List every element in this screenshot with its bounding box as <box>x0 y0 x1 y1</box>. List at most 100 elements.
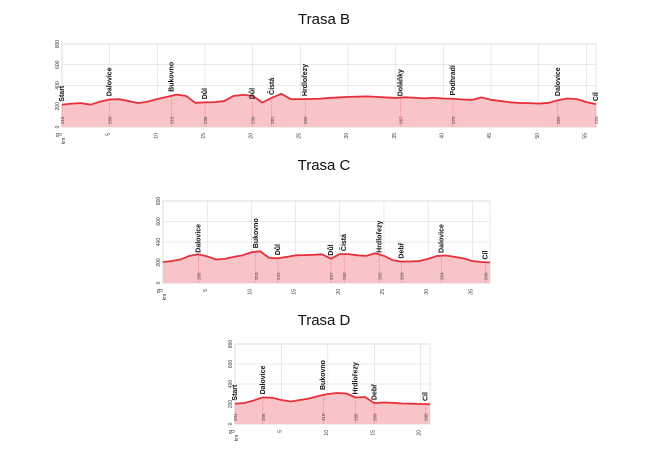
x-tick-label: 35 <box>468 289 474 295</box>
place-label: Čistá <box>267 78 276 95</box>
y-unit-label: m <box>55 133 61 137</box>
altitude-label: 310 <box>170 116 175 124</box>
y-tick-label: 200 <box>228 400 234 409</box>
x-unit-label: km <box>61 138 67 145</box>
altitude-label: 265 <box>378 272 383 280</box>
y-tick-label: 800 <box>55 40 61 49</box>
y-tick-label: 0 <box>156 281 162 284</box>
altitude-label: 282 <box>342 272 347 280</box>
y-tick-label: 600 <box>156 217 162 226</box>
elevation-line <box>234 392 431 406</box>
altitude-label: 209 <box>372 413 377 421</box>
place-label: Hrdlořezy <box>302 64 309 96</box>
x-unit-label: km <box>234 435 240 442</box>
x-tick-label: 10 <box>247 289 253 295</box>
altitude-label: 266 <box>196 272 201 280</box>
x-tick-label: 40 <box>439 133 445 139</box>
y-tick-label: 200 <box>156 258 162 267</box>
x-tick-label: 45 <box>487 133 493 139</box>
y-tick-label: 600 <box>228 360 234 369</box>
chart-title-b: Trasa B <box>298 11 350 28</box>
y-tick-label: 0 <box>228 422 234 425</box>
x-tick-label: 10 <box>324 430 330 436</box>
altitude-label: 238 <box>203 116 208 124</box>
x-tick-label: 25 <box>380 289 386 295</box>
elevation-profile-c: 0 200 400 600 800 mkm 0 5 10 15 20 25 30 35 Dalovice 26… <box>156 197 491 301</box>
place-label: Bukovno <box>169 62 176 92</box>
place-label: Start <box>59 85 66 102</box>
elevation-line <box>162 250 491 264</box>
place-label: Důl <box>327 244 335 255</box>
x-tick-label: 55 <box>582 133 588 139</box>
y-tick-label: 600 <box>55 60 61 69</box>
altitude-label: 220 <box>594 116 599 124</box>
altitude-label: 215 <box>60 116 65 124</box>
altitude-label: 281 <box>270 116 275 124</box>
altitude-label: 209 <box>400 272 405 280</box>
x-tick-label: 15 <box>370 430 376 436</box>
altitude-label: 200 <box>423 413 428 421</box>
place-label: Důl <box>274 244 282 255</box>
elevation-area <box>163 251 490 283</box>
x-tick-label: 20 <box>249 133 255 139</box>
x-tick-label: 10 <box>153 133 159 139</box>
elevation-profile-b: 0 200 400 600 800 mkm 0 5 10 15 20 25 30 35 40 45 50 55 St… <box>55 40 600 145</box>
place-label: Debř <box>399 242 406 258</box>
x-tick-label: 30 <box>344 133 350 139</box>
x-tick-label: 25 <box>296 133 302 139</box>
place-label: Doláňky <box>398 69 405 96</box>
place-label: Cíl <box>483 251 490 260</box>
place-label: Cíl <box>422 392 429 401</box>
place-label: Start <box>232 384 239 401</box>
altitude-label: 200 <box>484 272 489 280</box>
x-tick-label: 5 <box>106 133 112 136</box>
chart-title-c: Trasa C <box>298 157 351 174</box>
altitude-label: 241 <box>276 272 281 280</box>
altitude-label: 267 <box>399 116 404 124</box>
chart-title-d: Trasa D <box>298 312 351 329</box>
place-label: Dalovice <box>438 224 445 253</box>
x-tick-label: 0 <box>159 289 165 292</box>
y-tick-label: 400 <box>156 238 162 247</box>
place-label: Důl <box>201 88 209 99</box>
place-label: Dalovice <box>555 67 562 96</box>
y-tick-label: 400 <box>228 380 234 389</box>
place-label: Dalovice <box>107 67 114 96</box>
altitude-label: 275 <box>451 116 456 124</box>
place-label: Hrdlořezy <box>353 362 360 394</box>
x-tick-label: 50 <box>535 133 541 139</box>
elevation-area <box>62 93 596 127</box>
altitude-label: 269 <box>556 116 561 124</box>
altitude-label: 264 <box>439 272 444 280</box>
x-tick-label: 15 <box>201 133 207 139</box>
altitude-label: 269 <box>303 116 308 124</box>
altitude-label: 239 <box>251 116 256 124</box>
place-label: Bukovno <box>320 360 327 390</box>
altitude-label: 310 <box>254 272 259 280</box>
place-label: Čistá <box>339 234 348 251</box>
place-label: Dalovice <box>195 224 202 253</box>
place-label: Důl <box>249 88 257 99</box>
x-tick-label: 0 <box>231 430 237 433</box>
x-unit-label: km <box>162 294 168 301</box>
x-tick-label: 5 <box>277 430 283 433</box>
y-tick-label: 200 <box>55 102 61 111</box>
elevation-line <box>61 92 597 106</box>
altitude-label: 237 <box>329 272 334 280</box>
altitude-label: 204 <box>233 413 238 421</box>
altitude-label: 310 <box>321 413 326 421</box>
place-label: Hrdlořezy <box>377 220 384 252</box>
x-tick-label: 15 <box>292 289 298 295</box>
altitude-label: 265 <box>354 413 359 421</box>
altitude-label: 268 <box>108 116 113 124</box>
y-unit-label: m <box>228 430 234 434</box>
place-label: Dalovice <box>260 366 267 395</box>
x-tick-label: 35 <box>392 133 398 139</box>
x-tick-label: 20 <box>336 289 342 295</box>
y-tick-label: 800 <box>228 340 234 349</box>
place-label: Cíl <box>593 92 600 101</box>
x-tick-label: 30 <box>424 289 430 295</box>
x-tick-label: 5 <box>203 289 209 292</box>
place-label: Podhradí <box>450 64 457 95</box>
